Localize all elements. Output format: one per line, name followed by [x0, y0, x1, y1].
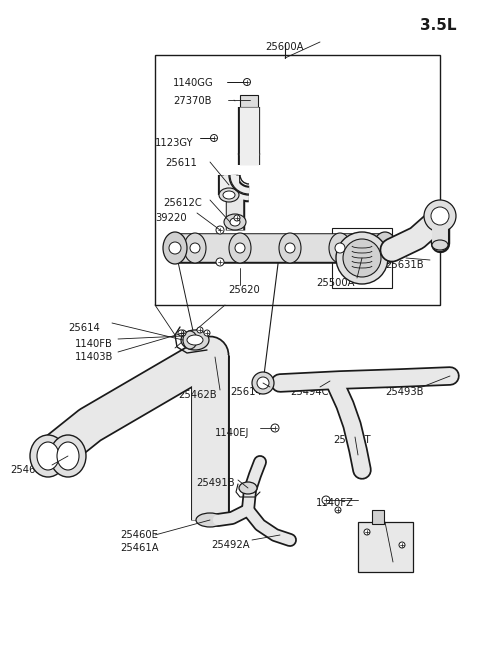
Text: 3.5L: 3.5L — [420, 18, 456, 33]
Text: 25493B: 25493B — [385, 387, 423, 397]
Ellipse shape — [180, 330, 186, 336]
Ellipse shape — [432, 240, 448, 250]
Ellipse shape — [223, 191, 235, 199]
Text: 1140FB: 1140FB — [75, 339, 113, 349]
Bar — [358, 522, 413, 572]
Text: 25492A: 25492A — [211, 540, 250, 550]
Ellipse shape — [230, 218, 240, 226]
Text: 25620: 25620 — [228, 285, 260, 295]
Ellipse shape — [169, 242, 181, 254]
Bar — [240, 95, 258, 107]
Ellipse shape — [229, 233, 251, 263]
Text: 25614: 25614 — [230, 387, 262, 397]
Ellipse shape — [178, 330, 184, 336]
Ellipse shape — [335, 243, 345, 253]
Ellipse shape — [50, 435, 86, 477]
Ellipse shape — [235, 243, 245, 253]
Text: 21451B: 21451B — [360, 560, 398, 570]
Text: 27370B: 27370B — [173, 96, 212, 106]
Ellipse shape — [30, 435, 66, 477]
Ellipse shape — [197, 327, 203, 333]
Text: 25494C: 25494C — [290, 387, 328, 397]
Ellipse shape — [196, 513, 224, 527]
Text: 1140EJ: 1140EJ — [215, 428, 250, 438]
Bar — [155, 55, 440, 305]
Bar — [372, 510, 384, 524]
Ellipse shape — [239, 482, 257, 494]
Ellipse shape — [271, 424, 279, 432]
Text: 39220: 39220 — [155, 213, 187, 223]
Ellipse shape — [211, 134, 217, 141]
Text: 25612C: 25612C — [163, 198, 202, 208]
Text: 25491B: 25491B — [196, 478, 235, 488]
Ellipse shape — [216, 258, 224, 266]
Ellipse shape — [234, 215, 240, 221]
Text: 25600A: 25600A — [266, 42, 304, 52]
Ellipse shape — [216, 226, 224, 234]
Ellipse shape — [279, 233, 301, 263]
Ellipse shape — [343, 239, 381, 277]
Ellipse shape — [335, 507, 341, 513]
Text: 25462B: 25462B — [10, 465, 48, 475]
Ellipse shape — [424, 200, 456, 232]
Ellipse shape — [184, 233, 206, 263]
Ellipse shape — [431, 207, 449, 225]
Text: 11403B: 11403B — [75, 352, 113, 362]
Ellipse shape — [364, 529, 370, 535]
Ellipse shape — [37, 442, 59, 470]
Ellipse shape — [181, 330, 209, 350]
Ellipse shape — [190, 243, 200, 253]
Text: 25460E: 25460E — [120, 530, 158, 540]
Text: 25470T: 25470T — [333, 435, 371, 445]
Ellipse shape — [243, 79, 251, 86]
Ellipse shape — [163, 232, 187, 264]
Ellipse shape — [57, 442, 79, 470]
Text: 25500A: 25500A — [316, 278, 355, 288]
Ellipse shape — [285, 243, 295, 253]
Ellipse shape — [336, 232, 388, 284]
Ellipse shape — [183, 331, 197, 349]
Ellipse shape — [399, 542, 405, 548]
Bar — [332, 228, 392, 288]
Ellipse shape — [257, 377, 269, 389]
Ellipse shape — [204, 330, 210, 336]
Text: 1140FZ: 1140FZ — [316, 498, 354, 508]
Ellipse shape — [224, 214, 246, 230]
Text: 25631B: 25631B — [385, 260, 424, 270]
Ellipse shape — [187, 335, 203, 345]
Ellipse shape — [329, 233, 351, 263]
Text: 1140GG: 1140GG — [173, 78, 214, 88]
Ellipse shape — [373, 232, 397, 264]
Text: 25614: 25614 — [68, 323, 100, 333]
Text: 25611: 25611 — [165, 158, 197, 168]
Ellipse shape — [322, 496, 330, 504]
Ellipse shape — [252, 372, 274, 394]
Text: 1123GY: 1123GY — [155, 138, 193, 148]
Text: 25461A: 25461A — [120, 543, 158, 553]
Ellipse shape — [219, 188, 239, 202]
Text: 25462B: 25462B — [178, 390, 216, 400]
